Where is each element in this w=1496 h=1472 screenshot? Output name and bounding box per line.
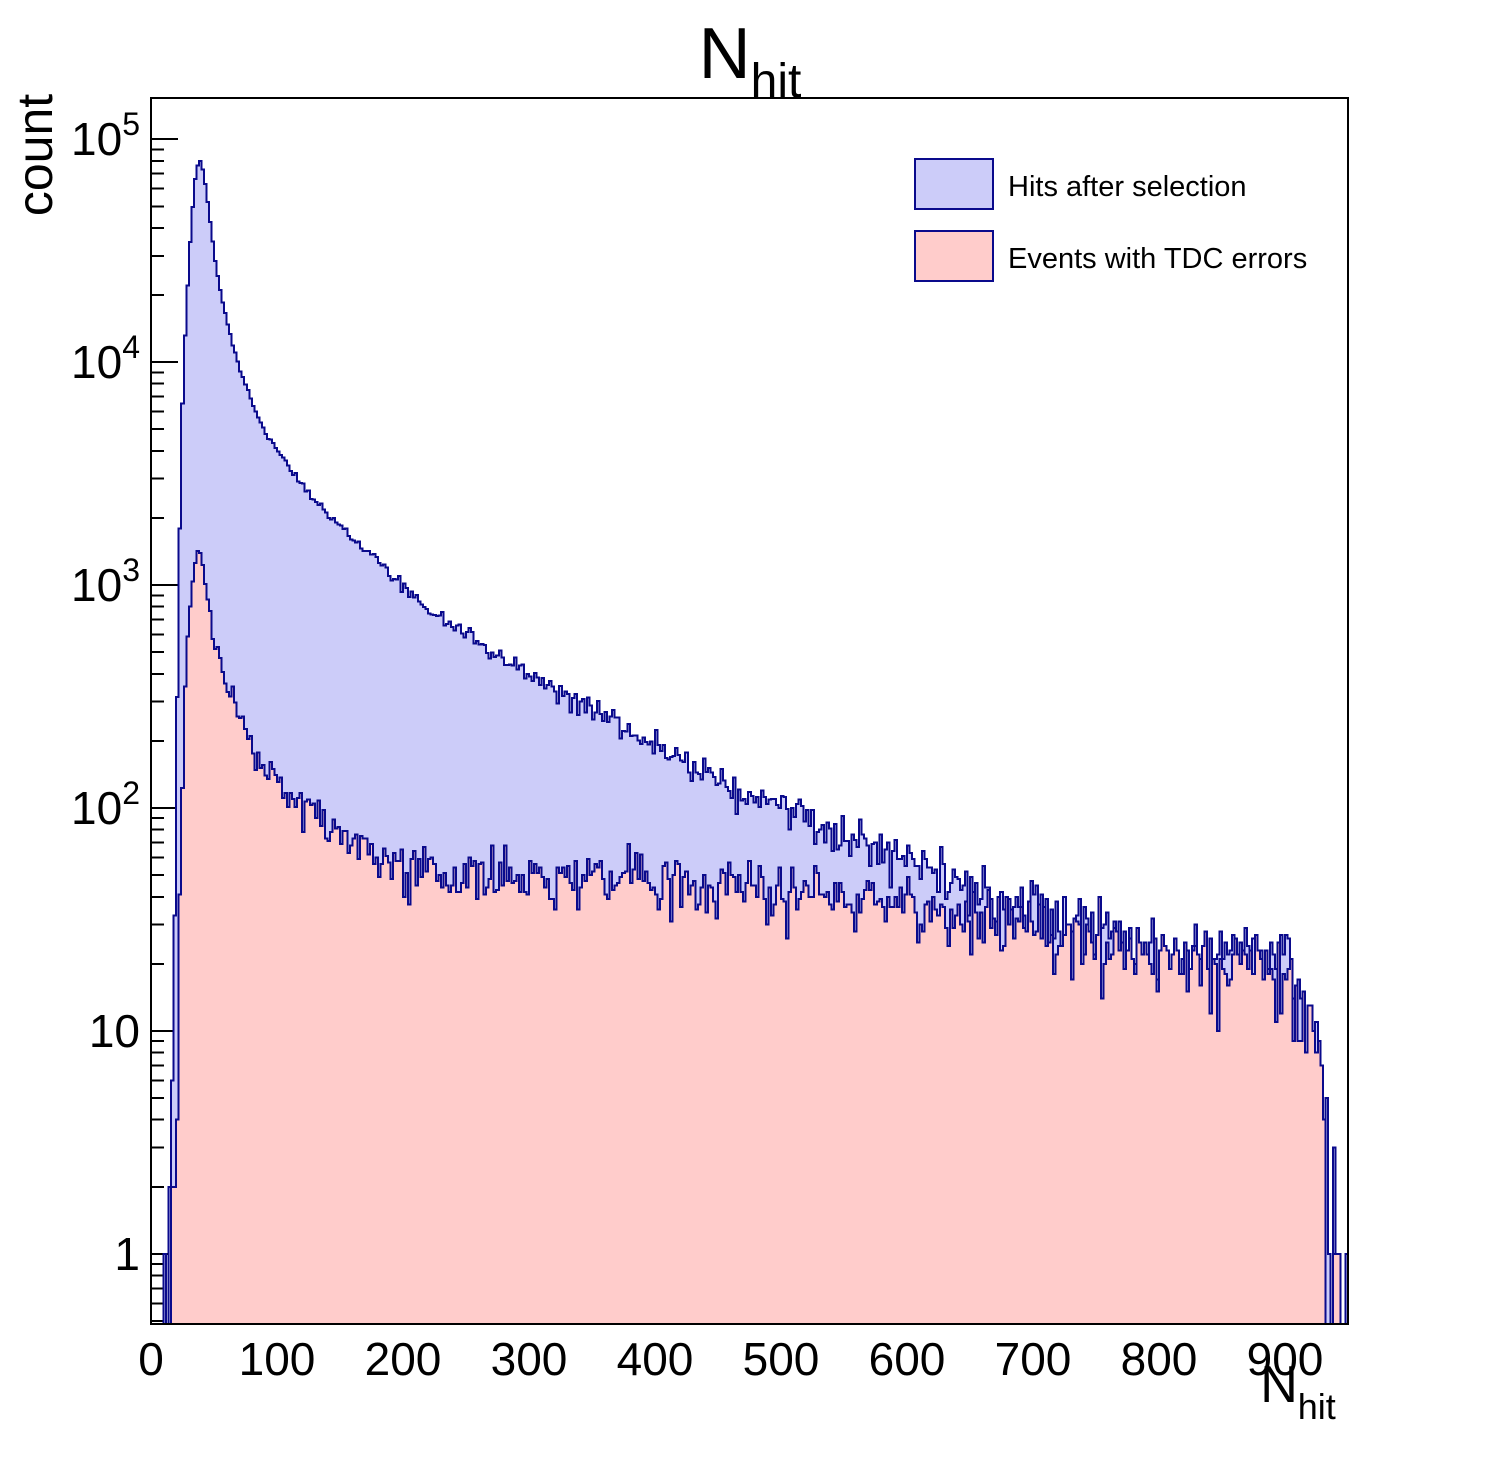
y-axis-tick-label: 1 (114, 1228, 140, 1280)
x-axis-tick-label: 700 (995, 1333, 1072, 1385)
legend-label-events-with-tdc-errors: Events with TDC errors (1008, 243, 1307, 275)
histogram-series (151, 160, 1349, 1325)
x-axis-title-main: N (1260, 1356, 1298, 1414)
x-axis-tick-label: 900 (1247, 1333, 1324, 1385)
y-axis-tick-label: 104 (71, 329, 140, 388)
y-axis-tick-label: 10 (89, 1005, 140, 1057)
x-axis-tick-label: 800 (1121, 1333, 1198, 1385)
x-axis-tick-label: 200 (365, 1333, 442, 1385)
x-axis-tick-label: 600 (869, 1333, 946, 1385)
series-1-outline (151, 549, 1348, 1325)
x-axis-title: Nhit (1260, 1356, 1336, 1427)
x-axis-tick-label: 400 (617, 1333, 694, 1385)
x-axis-title-subscript: hit (1298, 1386, 1336, 1427)
y-axis-tick-label: 102 (71, 775, 140, 834)
axis-tick-labels: 1 10 102 103 104 105 0 100 200 300 400 500 600 700 800… (71, 106, 1323, 1385)
chart-title: Nhit (699, 14, 802, 108)
chart-title-main: N (699, 14, 751, 94)
x-axis-tick-label: 300 (491, 1333, 568, 1385)
legend-swatch-hits-after-selection (914, 158, 994, 210)
y-axis-tick-label: 103 (71, 552, 140, 611)
y-axis-tick-label: 105 (71, 106, 140, 165)
chart-title-subscript: hit (751, 55, 802, 108)
series-1-fill (151, 550, 1348, 1324)
series-0-outline (151, 160, 1349, 1325)
legend-swatch-events-with-tdc-errors (914, 230, 994, 282)
x-axis-tick-label: 0 (138, 1333, 164, 1385)
x-axis-tick-label: 100 (239, 1333, 316, 1385)
plot-frame (150, 97, 1349, 1325)
x-axis-tick-label: 500 (743, 1333, 820, 1385)
legend: Hits after selection Events with TDC err… (914, 158, 1307, 282)
y-axis-title: count (7, 94, 63, 216)
legend-label-hits-after-selection: Hits after selection (1008, 171, 1247, 203)
